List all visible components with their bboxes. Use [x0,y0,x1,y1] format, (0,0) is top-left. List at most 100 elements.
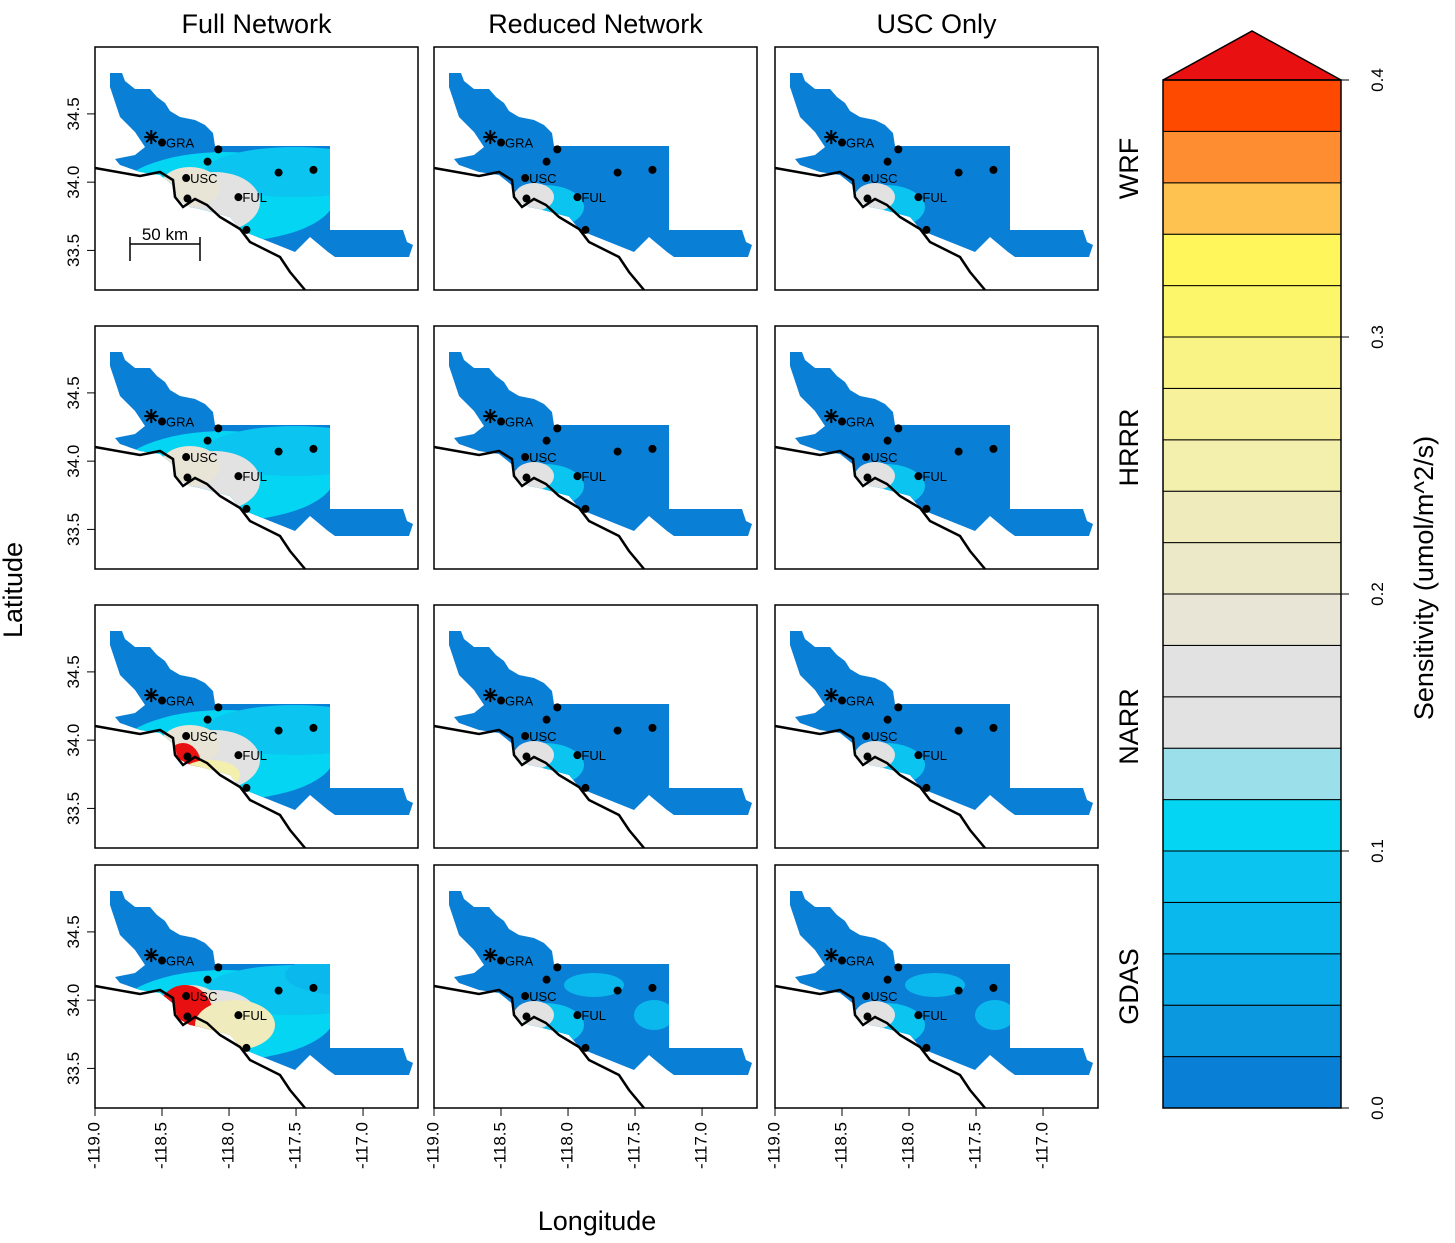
map-panel: GRA USC FUL 33.5 34.0 34.5 [64,604,419,849]
station-label: USC [190,450,217,465]
station-label: GRA [505,954,534,969]
colorbar-tick-label: 0.1 [1368,839,1387,863]
colorbar-band [1162,130,1342,184]
station-label: FUL [922,1008,947,1023]
station [838,417,847,426]
station-label: FUL [922,469,947,484]
station [203,157,212,166]
station [573,472,582,481]
colorbar-band [1162,1056,1342,1109]
colorbar-band [1162,850,1342,903]
station [922,504,931,513]
map-panel: GRA USC FUL [774,46,1099,291]
x-tick-label: -118.5 [151,1122,170,1169]
station-label: GRA [166,954,195,969]
station [894,963,903,972]
station [497,138,506,147]
map-panel: GRA USC FUL 33.5 34.0 34.5 [64,325,419,570]
station [521,453,530,462]
station [954,168,963,177]
y-tick-label: 34.0 [64,445,83,478]
x-tick-label: -119.0 [84,1122,103,1169]
station-label: USC [529,989,556,1004]
station [914,472,923,481]
map-panel: GRA USC FUL [433,604,758,849]
map-panel: GRA USC FUL [774,604,1099,849]
station [862,732,871,741]
station [863,752,872,761]
panel-frame [774,604,1099,849]
station-label: USC [870,729,897,744]
colorbar-band [1162,285,1342,338]
colorbar-tick-label: 0.0 [1368,1096,1387,1120]
station [922,1043,931,1052]
station [274,168,283,177]
colorbar-band [1162,387,1342,441]
station [553,963,562,972]
x-tick-label: -117.5 [966,1122,985,1169]
station [214,424,223,433]
station [922,783,931,792]
colorbar-band [1162,644,1342,698]
x-tick-label: -117.0 [1033,1122,1052,1169]
panel-frame [94,325,419,570]
station [183,1012,192,1021]
panel-frame [433,604,758,849]
x-tick-label: -117.0 [353,1122,372,1169]
panel-frame [94,864,419,1109]
station [242,1043,251,1052]
station [214,703,223,712]
station-label: USC [190,171,217,186]
station [203,436,212,445]
station [521,992,530,1001]
colorbar-band [1162,79,1342,132]
station-label: USC [870,450,897,465]
station [203,715,212,724]
station-label: GRA [846,136,875,151]
station-label: USC [529,171,556,186]
station [521,174,530,183]
map-panel: GRA USC FUL -119.0 -118.5 -118.0 -117.5 -117.0 [423,864,758,1169]
station [954,986,963,995]
station-label: GRA [846,415,875,430]
colorbar-band [1162,542,1342,595]
colorbar-band [1162,901,1342,955]
y-tick-label: 34.5 [64,97,83,130]
station [883,157,892,166]
colorbar-band [1162,696,1342,749]
station-label: GRA [166,136,195,151]
x-tick-label: -117.0 [692,1122,711,1169]
panel-frame [94,604,419,849]
station [242,783,251,792]
station [542,157,551,166]
panel-frame [433,864,758,1109]
station [522,1012,531,1021]
station [553,145,562,154]
y-tick-label: 34.5 [64,915,83,948]
station [573,193,582,202]
station [922,225,931,234]
station-label: GRA [505,694,534,709]
station [883,436,892,445]
column-title: USC Only [876,9,997,39]
map-panel: GRA USC FUL -119.0 -118.5 -118.0 -117.5 -117.0 [764,864,1099,1169]
station-label: GRA [505,136,534,151]
station [581,504,590,513]
station [497,417,506,426]
station-label: FUL [242,1008,267,1023]
station [914,1011,923,1020]
station [182,732,191,741]
y-tick-label: 34.5 [64,655,83,688]
column-title: Reduced Network [488,9,703,39]
row-title: NARR [1114,688,1144,765]
panel-frame [774,46,1099,291]
colorbar-band [1162,747,1342,801]
station-label: USC [190,729,217,744]
map-panel: GRA USC FUL [433,46,758,291]
station-label: FUL [242,469,267,484]
colorbar-band [1162,799,1342,852]
station [183,473,192,482]
station [309,165,318,174]
station [894,145,903,154]
y-tick-label: 33.5 [64,792,83,825]
